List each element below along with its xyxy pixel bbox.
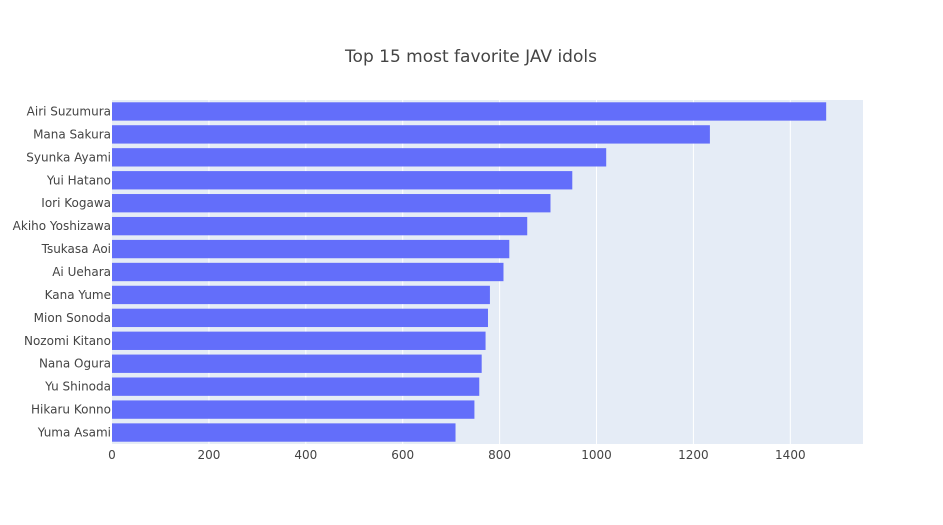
bar[interactable]: [112, 148, 607, 167]
x-tick-label: 1200: [678, 448, 709, 462]
bar[interactable]: [112, 400, 475, 419]
y-tick-label: Akiho Yoshizawa: [13, 219, 111, 233]
y-tick-label: Kana Yume: [45, 288, 111, 302]
x-tick-label: 0: [108, 448, 116, 462]
y-tick-label: Nana Ogura: [39, 357, 111, 371]
y-tick-label: Yui Hatano: [46, 173, 111, 187]
x-axis-tick-labels: 0 200 400 600 800 1000 1200 1400: [108, 448, 805, 462]
y-tick-label: Mion Sonoda: [34, 311, 111, 325]
x-tick-label: 1400: [775, 448, 806, 462]
y-tick-label: Yu Shinoda: [44, 380, 111, 394]
bar[interactable]: [112, 423, 456, 442]
y-tick-label: Iori Kogawa: [41, 196, 111, 210]
bar[interactable]: [112, 239, 510, 259]
bars: [112, 102, 827, 442]
y-tick-label: Tsukasa Aoi: [41, 242, 111, 256]
x-tick-label: 1000: [581, 448, 612, 462]
bar[interactable]: [112, 354, 482, 373]
x-tick-label: 200: [197, 448, 220, 462]
bar[interactable]: [112, 262, 504, 282]
y-tick-label: Nozomi Kitano: [24, 334, 111, 348]
x-tick-label: 400: [294, 448, 317, 462]
y-tick-label: Airi Suzumura: [27, 104, 111, 118]
y-tick-label: Hikaru Konno: [31, 403, 111, 417]
y-axis-tick-labels: Airi Suzumura Mana Sakura Syunka Ayami Yui …: [13, 104, 111, 439]
bar[interactable]: [112, 331, 486, 350]
x-tick-label: 600: [391, 448, 414, 462]
y-tick-label: Mana Sakura: [33, 127, 111, 141]
bar[interactable]: [112, 102, 827, 121]
bar[interactable]: [112, 194, 551, 213]
bar[interactable]: [112, 171, 573, 190]
bar[interactable]: [112, 125, 710, 144]
y-tick-label: Yuma Asami: [37, 426, 111, 440]
bar[interactable]: [112, 285, 490, 305]
bar[interactable]: [112, 377, 480, 396]
y-tick-label: Syunka Ayami: [26, 150, 111, 164]
y-tick-label: Ai Uehara: [52, 265, 111, 279]
x-tick-label: 800: [488, 448, 511, 462]
bar[interactable]: [112, 216, 528, 236]
bar[interactable]: [112, 308, 488, 328]
chart-title: Top 15 most favorite JAV idols: [344, 47, 597, 67]
